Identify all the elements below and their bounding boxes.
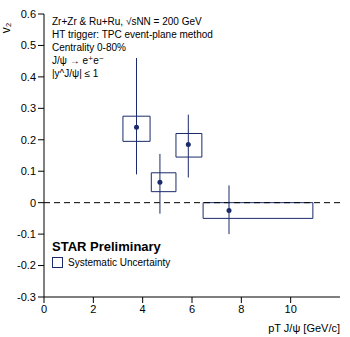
html-text:Zr+Zr & Ru+Ru, √sNN = 200 GeV: Zr+Zr & Ru+Ru, √sNN = 200 GeV bbox=[52, 16, 202, 27]
svg-text:2: 2 bbox=[90, 303, 96, 315]
svg-text:0: 0 bbox=[30, 197, 36, 209]
html-text:STAR Preliminary: STAR Preliminary bbox=[52, 239, 161, 254]
svg-text:4: 4 bbox=[140, 303, 146, 315]
svg-text:-0.2: -0.2 bbox=[17, 259, 36, 271]
svg-text:0.1: 0.1 bbox=[21, 165, 36, 177]
svg-text:0.4: 0.4 bbox=[21, 71, 36, 83]
svg-text:8: 8 bbox=[238, 303, 244, 315]
svg-text:0.3: 0.3 bbox=[21, 102, 36, 114]
svg-text:-0.1: -0.1 bbox=[17, 228, 36, 240]
html-text:Centrality 0-80%: Centrality 0-80% bbox=[52, 42, 126, 53]
html-text:J/ψ → e⁺e⁻: J/ψ → e⁺e⁻ bbox=[52, 55, 105, 66]
html-text:Systematic Uncertainty: Systematic Uncertainty bbox=[68, 257, 171, 268]
svg-text:0.5: 0.5 bbox=[21, 39, 36, 51]
svg-text:10: 10 bbox=[285, 303, 297, 315]
svg-text:6: 6 bbox=[189, 303, 195, 315]
svg-text:0.6: 0.6 bbox=[21, 8, 36, 20]
html-text:v₂: v₂ bbox=[0, 22, 14, 34]
svg-text:0.2: 0.2 bbox=[21, 134, 36, 146]
html-text:HT trigger: TPC event-plane me: HT trigger: TPC event-plane method bbox=[52, 29, 213, 40]
html-text:|y^J/ψ| ≤ 1: |y^J/ψ| ≤ 1 bbox=[52, 68, 99, 79]
html-text:pT J/ψ [GeV/c]: pT J/ψ [GeV/c] bbox=[268, 322, 340, 334]
svg-text:0: 0 bbox=[41, 303, 47, 315]
svg-text:-0.3: -0.3 bbox=[17, 291, 36, 303]
